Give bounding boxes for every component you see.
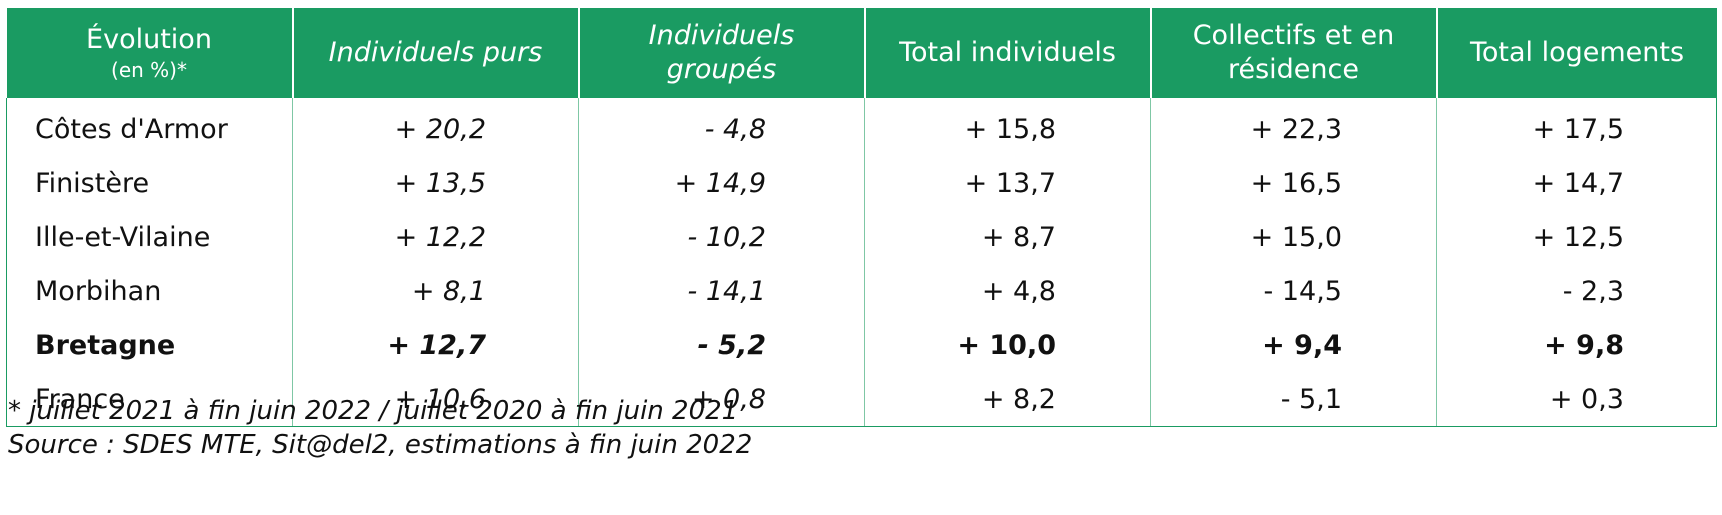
cell-individuels-purs: + 12,2 bbox=[292, 210, 579, 264]
cell-total-logements: + 12,5 bbox=[1436, 210, 1717, 264]
header-individuels-groupes-line1: Individuels bbox=[648, 20, 795, 51]
cell-total-logements: + 14,7 bbox=[1436, 156, 1717, 210]
header-collectifs-line2: résidence bbox=[1227, 54, 1359, 85]
cell-individuels-groupes: - 14,1 bbox=[578, 264, 865, 318]
cell-total-logements: + 17,5 bbox=[1436, 98, 1717, 156]
table-row-morbihan: Morbihan + 8,1 - 14,1 + 4,8 - 14,5 - 2,3 bbox=[6, 264, 1717, 318]
housing-evolution-table: Évolution (en %)* Individuels purs Indiv… bbox=[6, 8, 1717, 427]
cell-individuels-purs: + 8,1 bbox=[292, 264, 579, 318]
cell-individuels-groupes: - 10,2 bbox=[578, 210, 865, 264]
header-row: Évolution (en %)* Individuels purs Indiv… bbox=[6, 8, 1717, 98]
row-label: France bbox=[6, 372, 293, 427]
header-evolution: Évolution (en %)* bbox=[6, 8, 293, 98]
table-row-finistere: Finistère + 13,5 + 14,9 + 13,7 + 16,5 + … bbox=[6, 156, 1717, 210]
cell-collectifs: + 9,4 bbox=[1150, 318, 1437, 372]
row-label: Côtes d'Armor bbox=[6, 98, 293, 156]
table-row-ille-et-vilaine: Ille-et-Vilaine + 12,2 - 10,2 + 8,7 + 15… bbox=[6, 210, 1717, 264]
row-label: Ille-et-Vilaine bbox=[6, 210, 293, 264]
cell-total-logements: + 9,8 bbox=[1436, 318, 1717, 372]
header-individuels-groupes: Individuels groupés bbox=[577, 8, 865, 98]
cell-individuels-purs: + 20,2 bbox=[292, 98, 579, 156]
header-evolution-unit: (en %)* bbox=[111, 58, 187, 82]
cell-individuels-groupes: + 14,9 bbox=[578, 156, 865, 210]
row-label: Finistère bbox=[6, 156, 293, 210]
cell-collectifs: - 14,5 bbox=[1150, 264, 1437, 318]
cell-individuels-purs: + 13,5 bbox=[292, 156, 579, 210]
header-evolution-title: Évolution bbox=[86, 24, 212, 55]
table-notes: * juillet 2021 à fin juin 2022 / juillet… bbox=[8, 394, 752, 462]
header-total-logements: Total logements bbox=[1435, 8, 1717, 98]
header-individuels-groupes-line2: groupés bbox=[666, 54, 777, 85]
cell-total-individuels: + 15,8 bbox=[864, 98, 1151, 156]
period-footnote: * juillet 2021 à fin juin 2022 / juillet… bbox=[8, 396, 739, 426]
header-collectifs-line1: Collectifs et en bbox=[1192, 20, 1395, 51]
cell-collectifs: + 15,0 bbox=[1150, 210, 1437, 264]
table-body: Côtes d'Armor + 20,2 - 4,8 + 15,8 + 22,3… bbox=[6, 98, 1717, 427]
header-individuels-purs: Individuels purs bbox=[291, 8, 579, 98]
table-header: Évolution (en %)* Individuels purs Indiv… bbox=[6, 8, 1717, 98]
table-row-france: France + 10,6 + 0,8 + 8,2 - 5,1 + 0,3 bbox=[6, 372, 1717, 427]
cell-total-individuels: + 8,2 bbox=[864, 372, 1151, 427]
header-collectifs: Collectifs et en résidence bbox=[1149, 8, 1437, 98]
cell-individuels-groupes: - 5,2 bbox=[578, 318, 865, 372]
cell-total-logements: + 0,3 bbox=[1436, 372, 1717, 427]
cell-total-individuels: + 8,7 bbox=[864, 210, 1151, 264]
table-row-bretagne: Bretagne + 12,7 - 5,2 + 10,0 + 9,4 + 9,8 bbox=[6, 318, 1717, 372]
cell-total-individuels: + 4,8 bbox=[864, 264, 1151, 318]
table-row-cotes-darmor: Côtes d'Armor + 20,2 - 4,8 + 15,8 + 22,3… bbox=[6, 98, 1717, 156]
cell-collectifs: - 5,1 bbox=[1150, 372, 1437, 427]
source-note: Source : SDES MTE, Sit@del2, estimations… bbox=[8, 430, 753, 460]
cell-individuels-purs: + 12,7 bbox=[292, 318, 579, 372]
cell-total-individuels: + 10,0 bbox=[864, 318, 1151, 372]
cell-collectifs: + 22,3 bbox=[1150, 98, 1437, 156]
cell-total-logements: - 2,3 bbox=[1436, 264, 1717, 318]
cell-individuels-groupes: - 4,8 bbox=[578, 98, 865, 156]
row-label: Morbihan bbox=[6, 264, 293, 318]
cell-total-individuels: + 13,7 bbox=[864, 156, 1151, 210]
cell-individuels-purs: + 10,6 bbox=[292, 372, 579, 427]
row-label: Bretagne bbox=[6, 318, 293, 372]
header-total-individuels: Total individuels bbox=[863, 8, 1151, 98]
cell-individuels-groupes: + 0,8 bbox=[578, 372, 865, 427]
cell-collectifs: + 16,5 bbox=[1150, 156, 1437, 210]
